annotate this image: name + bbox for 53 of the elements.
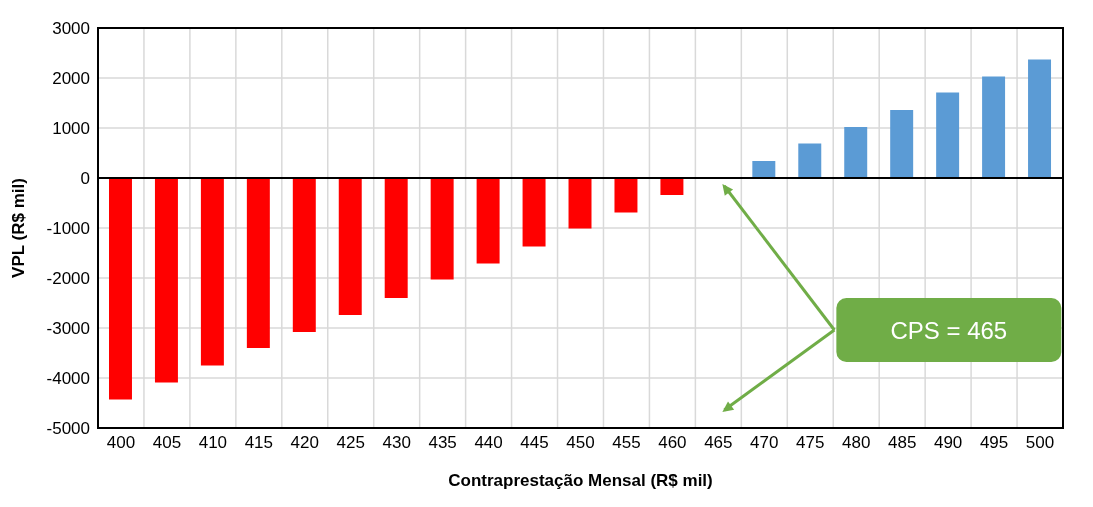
x-tick-label: 405 <box>152 433 182 453</box>
bar <box>1028 59 1052 178</box>
x-tick-label: 445 <box>520 433 549 453</box>
x-tick-label: 420 <box>290 433 319 453</box>
x-tick-label: 425 <box>336 433 365 453</box>
bar <box>568 178 592 229</box>
x-axis-title: Contraprestação Mensal (R$ mil) <box>448 471 713 490</box>
bar <box>200 178 224 366</box>
y-tick-label: 0 <box>80 169 90 189</box>
bar <box>246 178 270 348</box>
bar <box>614 178 638 213</box>
bar <box>154 178 178 383</box>
x-tick-label: 440 <box>474 433 503 453</box>
bar <box>752 161 776 178</box>
x-tick-label: 480 <box>842 433 871 453</box>
bar <box>982 76 1006 178</box>
bar <box>292 178 316 332</box>
x-tick-label: 495 <box>979 433 1009 453</box>
bar <box>936 92 960 178</box>
y-tick-label: -1000 <box>46 219 90 239</box>
x-tick-label: 475 <box>796 433 825 453</box>
bar <box>109 178 132 400</box>
bar <box>476 178 500 264</box>
x-tick-label: 430 <box>382 433 411 453</box>
bar <box>522 178 546 247</box>
y-axis-title: VPL (R$ mil) <box>9 178 29 278</box>
bar <box>798 143 822 178</box>
x-tick-label: 410 <box>198 433 228 453</box>
bar <box>338 178 362 315</box>
x-tick-label: 450 <box>566 433 595 453</box>
bar <box>844 127 868 178</box>
y-tick-label: -5000 <box>46 419 90 439</box>
bar <box>890 110 914 178</box>
x-tick-label: 500 <box>1025 433 1055 453</box>
y-tick-label: -3000 <box>46 319 90 339</box>
y-tick-label: 1000 <box>52 119 90 139</box>
x-tick-label: 490 <box>933 433 963 453</box>
y-tick-label: 3000 <box>52 19 90 39</box>
x-tick-label: 460 <box>658 433 687 453</box>
bar <box>384 178 408 298</box>
x-tick-label: 415 <box>244 433 274 453</box>
x-tick-label: 485 <box>887 433 917 453</box>
x-tick-label: 435 <box>428 433 457 453</box>
y-tick-label: -4000 <box>46 369 90 389</box>
bar <box>430 178 454 280</box>
y-tick-label: -2000 <box>46 269 90 289</box>
y-tick-label: 2000 <box>52 69 90 89</box>
x-tick-label: 400 <box>106 433 136 453</box>
annotation: CPS = 465 <box>890 317 1008 344</box>
x-tick-label: 470 <box>750 433 779 453</box>
bar <box>660 178 684 195</box>
x-tick-label: 455 <box>612 433 641 453</box>
x-tick-label: 465 <box>704 433 733 453</box>
